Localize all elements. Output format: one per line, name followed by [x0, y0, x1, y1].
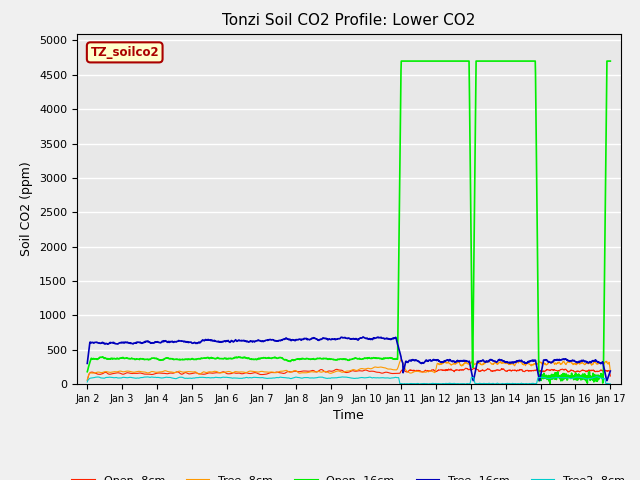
Title: Tonzi Soil CO2 Profile: Lower CO2: Tonzi Soil CO2 Profile: Lower CO2: [222, 13, 476, 28]
Tree2 -8cm: [110, 375, 118, 381]
Open -8cm: [338, 367, 346, 373]
Tree -16cm: [591, 357, 599, 363]
Open -16cm: [592, 375, 600, 381]
Open -16cm: [83, 369, 91, 374]
Line: Open -16cm: Open -16cm: [87, 61, 611, 384]
Open -8cm: [591, 369, 599, 374]
Tree -8cm: [83, 377, 91, 383]
Open -8cm: [495, 368, 503, 373]
Tree -16cm: [592, 358, 600, 364]
Tree -16cm: [607, 368, 614, 374]
Open -8cm: [83, 377, 91, 383]
Tree2 -8cm: [324, 375, 332, 381]
Open -8cm: [607, 373, 614, 379]
Line: Tree -16cm: Tree -16cm: [87, 337, 611, 381]
Tree -8cm: [495, 360, 503, 365]
Tree2 -8cm: [338, 374, 346, 380]
Open -16cm: [338, 356, 346, 362]
Legend: Open -8cm, Tree -8cm, Open -16cm, Tree -16cm, Tree2 -8cm: Open -8cm, Tree -8cm, Open -16cm, Tree -…: [68, 472, 630, 480]
Open -16cm: [110, 356, 118, 361]
Tree -8cm: [591, 360, 599, 365]
Text: TZ_soilco2: TZ_soilco2: [90, 46, 159, 59]
Tree -16cm: [360, 334, 367, 340]
Tree -8cm: [397, 357, 405, 363]
Tree2 -8cm: [593, 374, 600, 380]
Open -16cm: [607, 58, 614, 64]
Tree -8cm: [110, 369, 118, 374]
Tree -16cm: [338, 335, 346, 340]
Open -8cm: [591, 369, 599, 374]
Y-axis label: Soil CO2 (ppm): Soil CO2 (ppm): [20, 161, 33, 256]
Tree -16cm: [324, 336, 332, 342]
Tree -16cm: [496, 357, 504, 362]
Tree -8cm: [324, 370, 332, 375]
Tree2 -8cm: [83, 379, 91, 385]
Open -8cm: [470, 365, 477, 371]
Tree2 -8cm: [591, 374, 599, 380]
Tree -8cm: [591, 359, 599, 365]
Tree -8cm: [607, 368, 614, 374]
Tree2 -8cm: [495, 381, 503, 387]
Tree -16cm: [110, 340, 118, 346]
Line: Tree2 -8cm: Tree2 -8cm: [87, 377, 611, 384]
Tree -8cm: [338, 369, 346, 375]
X-axis label: Time: Time: [333, 409, 364, 422]
Open -16cm: [546, 381, 554, 386]
Line: Open -8cm: Open -8cm: [87, 368, 611, 380]
Tree2 -8cm: [416, 381, 424, 387]
Open -16cm: [495, 58, 503, 64]
Tree2 -8cm: [607, 381, 614, 387]
Tree -16cm: [83, 360, 91, 366]
Open -8cm: [324, 369, 332, 374]
Open -16cm: [397, 58, 405, 64]
Tree -16cm: [469, 378, 477, 384]
Tree2 -8cm: [591, 374, 599, 380]
Open -16cm: [324, 357, 332, 362]
Open -16cm: [591, 376, 599, 382]
Open -8cm: [110, 371, 118, 376]
Line: Tree -8cm: Tree -8cm: [87, 360, 611, 380]
